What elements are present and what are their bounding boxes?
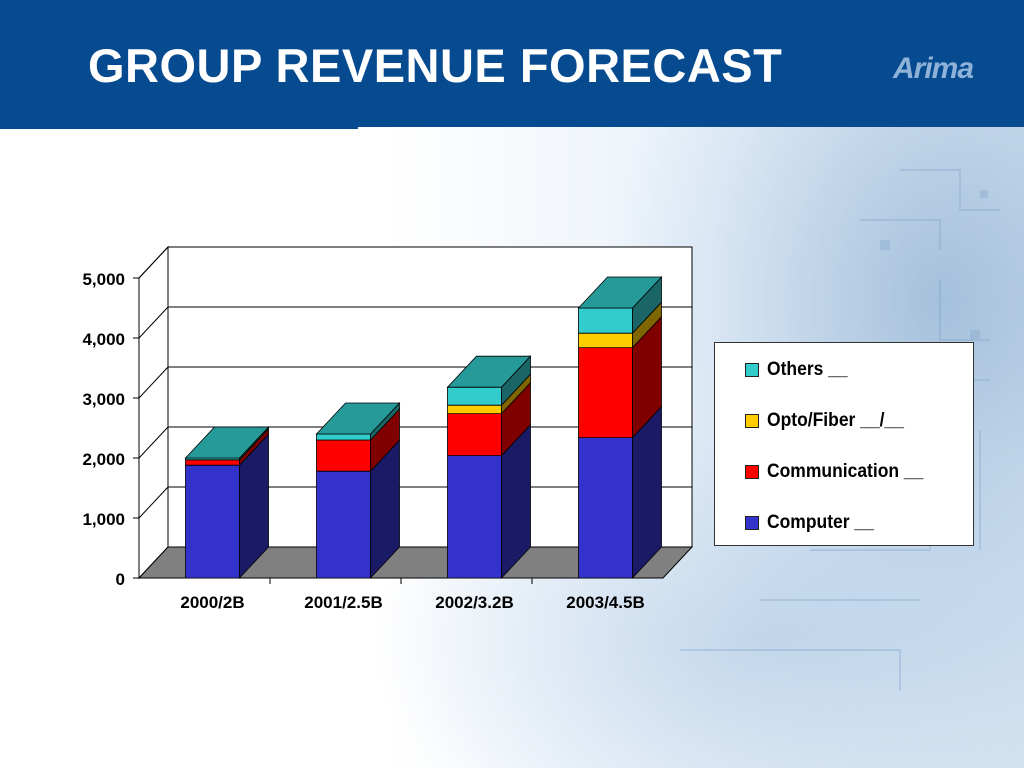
- legend-swatch: [745, 414, 759, 428]
- bar-top: [577, 276, 663, 309]
- bar-segment: [447, 413, 502, 457]
- legend-label: Computer __: [767, 512, 874, 533]
- y-tick-label: 5,000: [82, 270, 125, 289]
- bar-segment: [316, 470, 371, 579]
- y-tick-label: 3,000: [82, 390, 125, 409]
- legend-item: Opto/Fiber __/__: [745, 409, 916, 433]
- legend-label: Opto/Fiber __/__: [767, 410, 904, 431]
- y-tick-label: 1,000: [82, 510, 125, 529]
- bar-top: [446, 355, 532, 388]
- bar-segment: [316, 439, 371, 472]
- x-tick-label: 2003/4.5B: [566, 593, 644, 612]
- bar-segment: [578, 332, 633, 349]
- bar-top: [184, 426, 270, 459]
- x-tick-label: 2000/2B: [180, 593, 244, 612]
- y-tick-label: 2,000: [82, 450, 125, 469]
- bar-segment: [578, 307, 633, 334]
- company-logo: Arima: [893, 52, 974, 85]
- legend-item: Computer __: [745, 511, 883, 535]
- gridline-side: [138, 366, 169, 399]
- bar-segment: [185, 459, 240, 466]
- legend-swatch: [745, 516, 759, 530]
- gridline-side: [138, 246, 169, 279]
- bar-segment: [447, 404, 502, 415]
- legend-item: Others __: [745, 358, 855, 382]
- gridline-side: [138, 486, 169, 519]
- bar-segment: [447, 386, 502, 406]
- chart-legend: Others __ Opto/Fiber __/__ Communication _…: [714, 342, 974, 546]
- gridline-side: [138, 306, 169, 339]
- bar-top: [315, 402, 401, 435]
- legend-item: Communication __: [745, 460, 937, 484]
- bar-segment: [578, 437, 633, 579]
- bar-segment: [185, 464, 240, 579]
- bar-segment: [578, 347, 633, 439]
- y-tick-label: 0: [116, 570, 125, 589]
- y-tick-label: 4,000: [82, 330, 125, 349]
- bar-segment: [447, 455, 502, 579]
- legend-label: Communication __: [767, 461, 924, 482]
- gridline-side: [138, 426, 169, 459]
- banner-underline: [0, 127, 358, 129]
- legend-swatch: [745, 465, 759, 479]
- x-tick-label: 2002/3.2B: [435, 593, 513, 612]
- slide-title: GROUP REVENUE FORECAST: [88, 39, 783, 92]
- legend-label: Others __: [767, 359, 848, 380]
- title-banner: GROUP REVENUE FORECAST Arima: [0, 0, 1024, 127]
- legend-swatch: [745, 363, 759, 377]
- chart-side-wall: [138, 245, 169, 580]
- x-tick-label: 2001/2.5B: [304, 593, 382, 612]
- bar-segment: [316, 433, 371, 441]
